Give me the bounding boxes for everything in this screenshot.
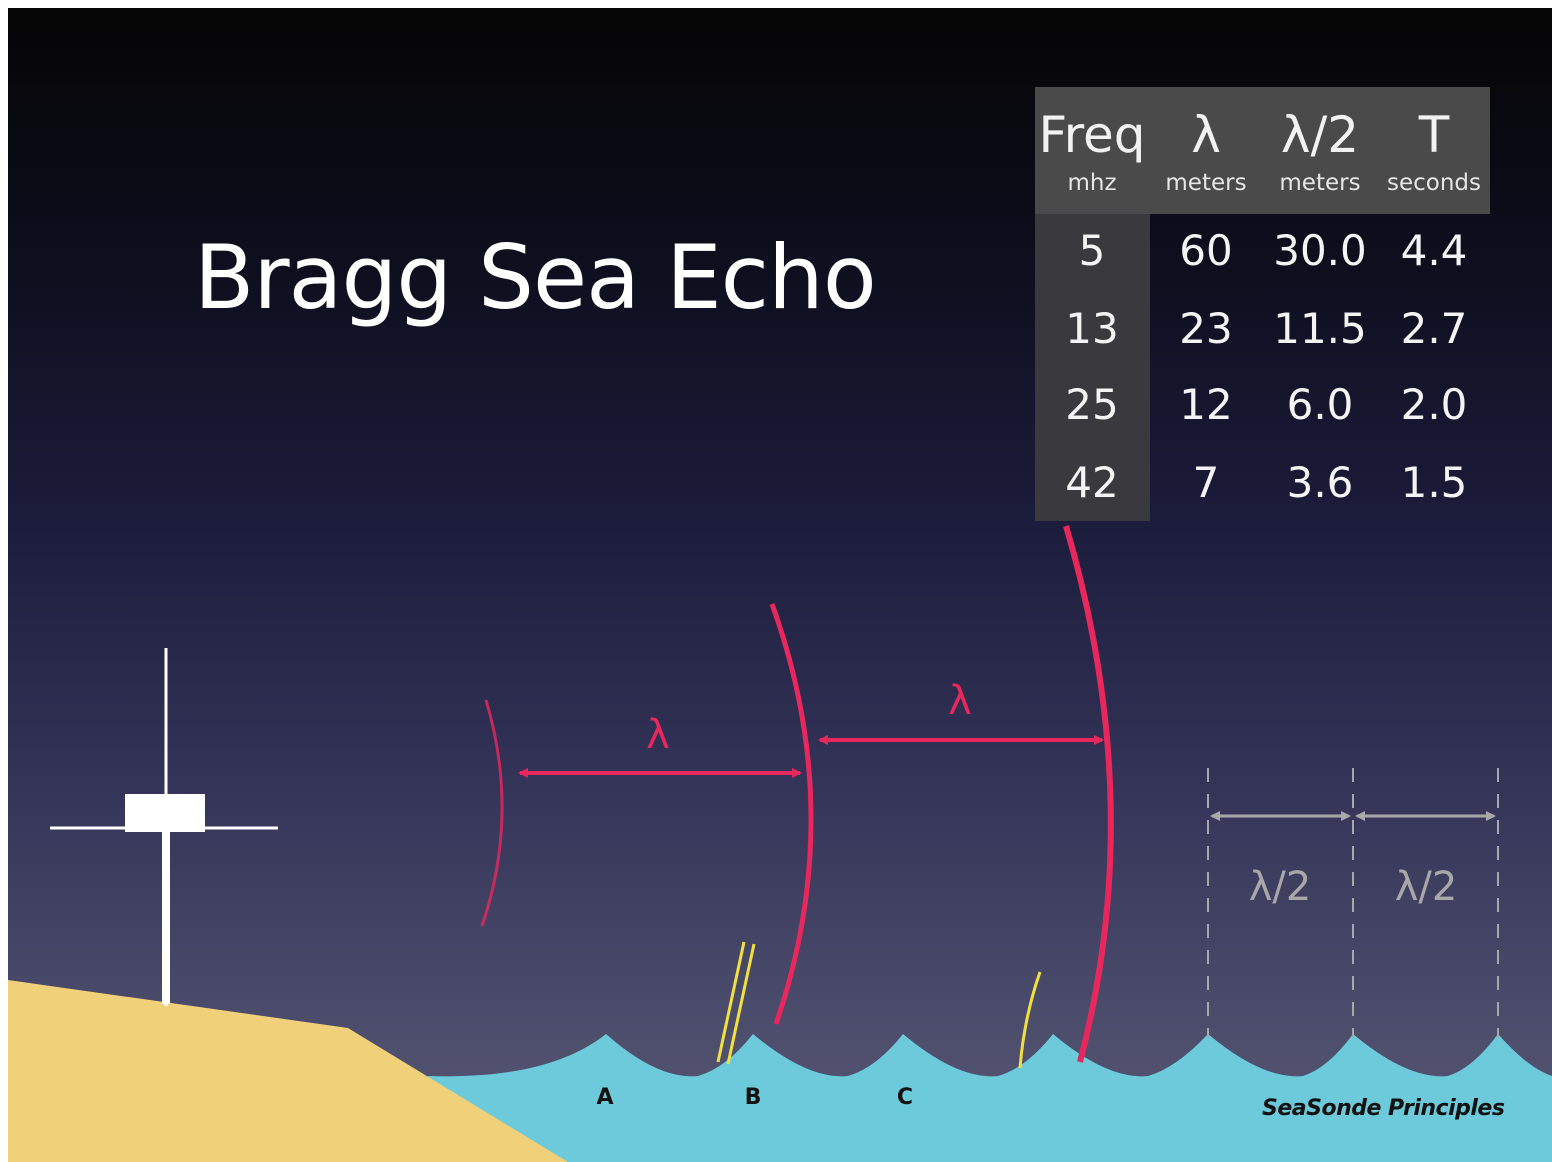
table-cell: 7 [1192, 458, 1220, 507]
wavelength-label: λ [646, 712, 670, 758]
credit-label: SeaSonde Principles [1262, 1096, 1505, 1121]
radar-wavefront [1063, 525, 1114, 1063]
table-cell: 2.0 [1400, 380, 1468, 429]
wavelength-label: λ [948, 678, 972, 724]
table-cell: 13 [1065, 304, 1119, 353]
table-cell: 60 [1179, 226, 1233, 275]
table-unit-freq: mhz [1067, 170, 1117, 196]
radar-wavefront [769, 603, 814, 1025]
table-cell: 2.7 [1400, 304, 1468, 353]
table-cell: 4.4 [1400, 226, 1468, 275]
table-cell: 23 [1179, 304, 1233, 353]
table-header-period: T [1418, 106, 1450, 164]
scatter-echo [726, 943, 756, 1065]
half-wavelength-label: λ/2 [1249, 864, 1312, 910]
table-header-wavelength: λ [1191, 106, 1221, 164]
point-label-a: A [596, 1085, 613, 1110]
point-label-b: B [745, 1085, 762, 1110]
table-cell: 25 [1065, 380, 1119, 429]
land [8, 980, 568, 1162]
bragg-diagram: λ λ λ/2 λ/2 A B C [8, 525, 1552, 1162]
table-unit-period: seconds [1386, 170, 1481, 196]
table-header-freq: Freq [1038, 106, 1146, 164]
table-cell: 42 [1065, 458, 1119, 507]
antenna-icon [50, 648, 278, 1006]
table-unit-half-wavelength: meters [1279, 170, 1361, 196]
sea [428, 1034, 1552, 1162]
table-freq-column-background [1035, 214, 1150, 521]
table-cell: 6.0 [1286, 380, 1354, 429]
point-label-c: C [897, 1085, 913, 1110]
table-unit-wavelength: meters [1165, 170, 1247, 196]
scatter-echo [1018, 971, 1042, 1069]
scatter-echo [716, 941, 746, 1063]
slide-title: Bragg Sea Echo [194, 226, 877, 329]
table-cell: 5 [1078, 226, 1106, 275]
table-header-half-wavelength: λ/2 [1280, 106, 1360, 164]
table-cell: 1.5 [1400, 458, 1468, 507]
table-cell: 12 [1179, 380, 1233, 429]
half-wavelength-guides [1207, 768, 1499, 1038]
table-cell: 11.5 [1273, 304, 1367, 353]
slide: Bragg Sea Echo Freq λ λ/2 T mhz meters m… [8, 8, 1552, 1162]
table-cell: 3.6 [1286, 458, 1354, 507]
table-header-background [1035, 87, 1490, 214]
half-wavelength-label: λ/2 [1395, 864, 1458, 910]
radar-wavefront-faint [480, 699, 504, 927]
table-cell: 30.0 [1273, 226, 1367, 275]
